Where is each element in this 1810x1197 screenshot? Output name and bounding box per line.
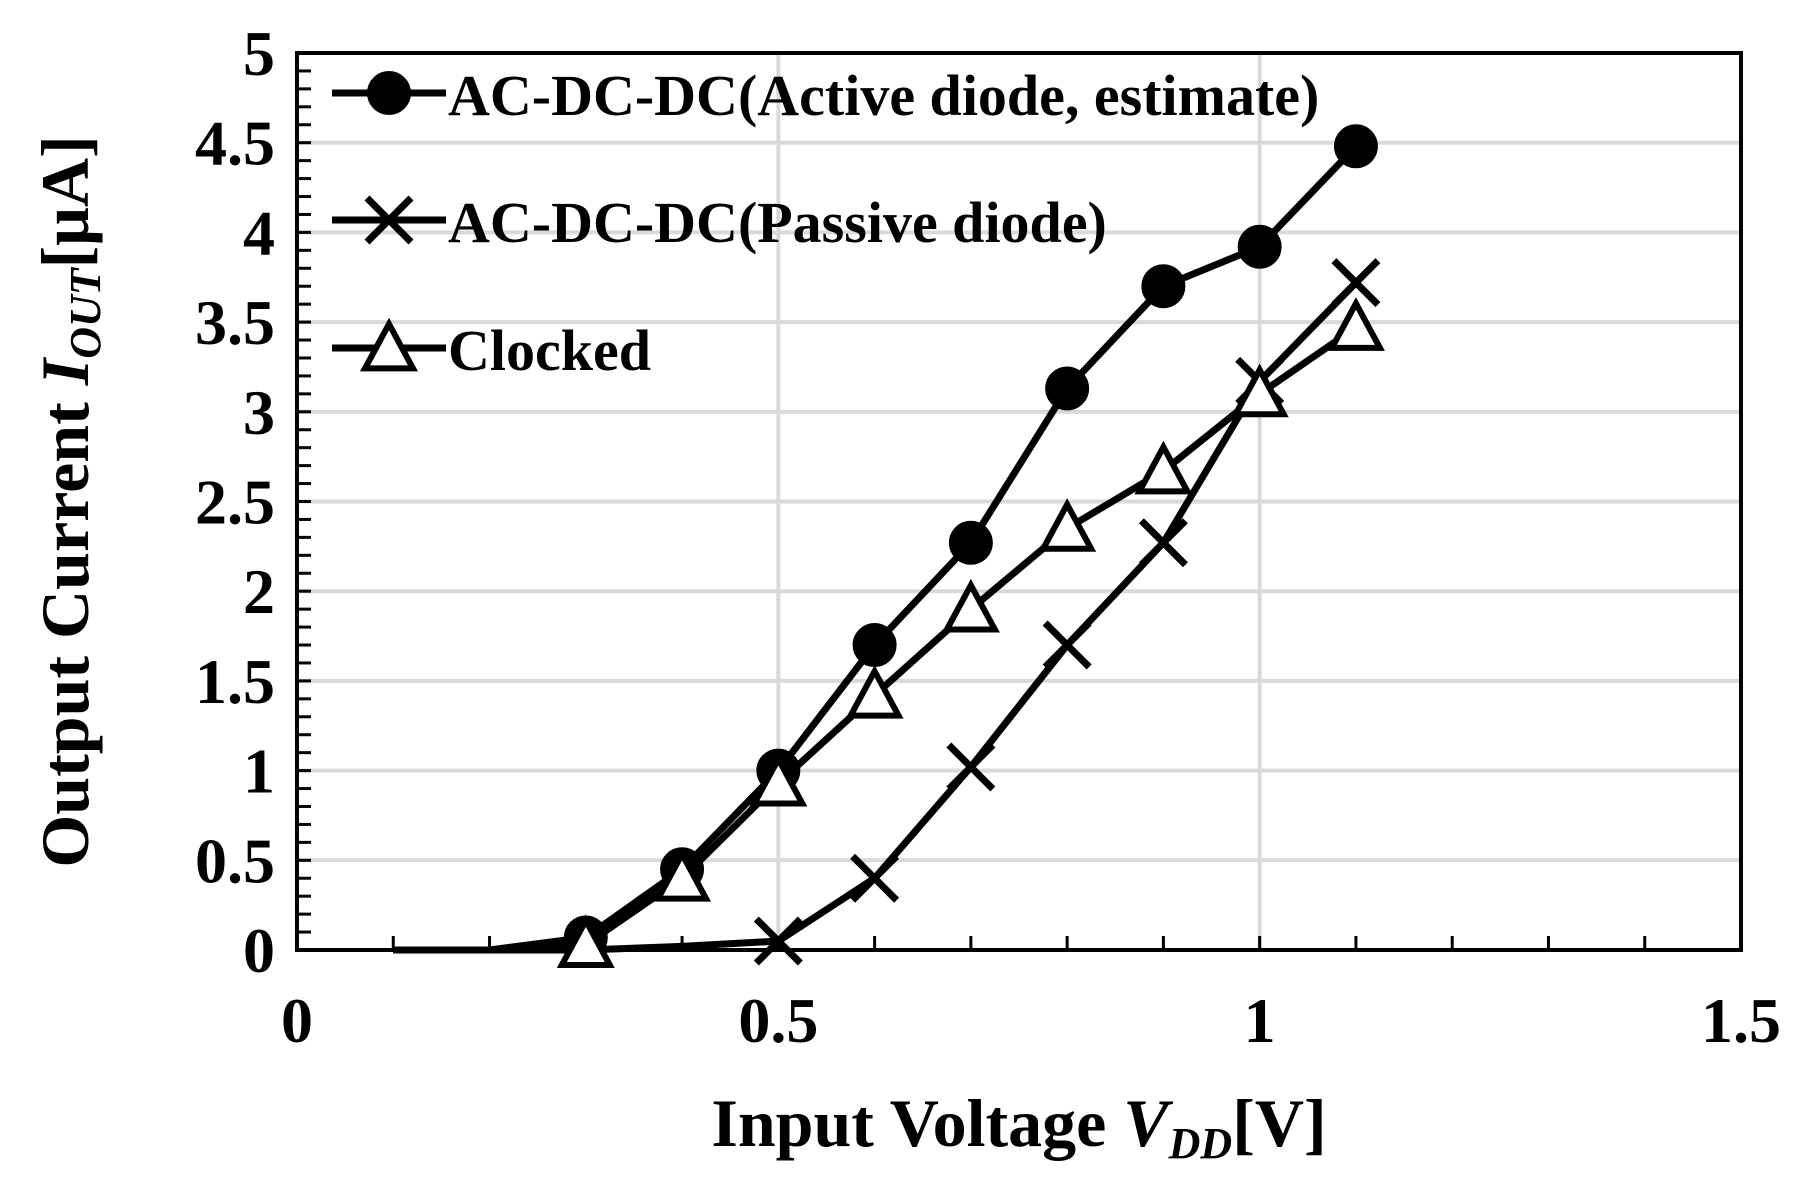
y-axis-title-unit: [μA] bbox=[27, 135, 103, 268]
y-tick-label: 2.5 bbox=[195, 467, 275, 538]
data-point-ac-dc-dc-active-diode-estimate bbox=[1045, 366, 1090, 411]
legend-label: AC-DC-DC(Active diode, estimate) bbox=[448, 63, 1319, 128]
y-tick-label: 3.5 bbox=[195, 287, 275, 358]
data-point-ac-dc-dc-active-diode-estimate bbox=[852, 623, 897, 668]
x-axis-title-main: Input Voltage bbox=[711, 1085, 1123, 1161]
legend-label: Clocked bbox=[448, 318, 651, 383]
data-point-clocked bbox=[1134, 440, 1193, 495]
legend-item-ac-dc-dc-passive-diode: AC-DC-DC(Passive diode) bbox=[332, 190, 1107, 255]
legend-item-clocked: Clocked bbox=[332, 317, 651, 383]
x-tick-label: 1 bbox=[1244, 985, 1276, 1056]
data-point-clocked bbox=[556, 914, 615, 969]
y-axis-title: Output Current IOUT[μA] bbox=[27, 135, 110, 867]
legend-marker-triangle bbox=[359, 317, 419, 372]
grid bbox=[297, 53, 1741, 950]
data-point-ac-dc-dc-passive-diode bbox=[946, 742, 996, 792]
data-point-clocked bbox=[845, 664, 904, 719]
data-point-ac-dc-dc-passive-diode bbox=[1138, 518, 1188, 568]
x-axis-title-subscript: DD bbox=[1168, 1119, 1233, 1168]
y-tick-label: 4.5 bbox=[195, 108, 275, 179]
data-point-clocked bbox=[653, 847, 712, 902]
y-tick-label: 3 bbox=[243, 377, 275, 448]
data-point-clocked bbox=[1230, 363, 1289, 418]
plot-area-frame bbox=[295, 51, 1743, 952]
data-point-clocked bbox=[1326, 297, 1385, 351]
y-tick-label: 5 bbox=[243, 18, 275, 89]
y-tick-label: 0.5 bbox=[195, 825, 275, 896]
legend: AC-DC-DC(Active diode, estimate) AC-DC-DC… bbox=[332, 63, 1319, 383]
series-line-ac-dc-dc-active-diode-estimate bbox=[393, 143, 1359, 954]
x-axis-title: Input Voltage VDD[V] bbox=[711, 1085, 1326, 1168]
tick-labels: 0 0.5 1 1.5 2 2.5 3 3.5 4 4.5 5 0 0.5 1 1.5 bbox=[195, 18, 1781, 1056]
data-point-ac-dc-dc-active-diode-estimate bbox=[1333, 124, 1378, 169]
y-tick-label: 4 bbox=[243, 197, 275, 268]
y-axis-title-subscript: OUT bbox=[61, 266, 110, 359]
y-axis-title-variable: I bbox=[27, 356, 103, 386]
legend-marker-circle bbox=[367, 71, 411, 115]
series-clocked bbox=[393, 297, 1385, 969]
legend-marker-x bbox=[364, 195, 414, 245]
series-layer bbox=[393, 124, 1385, 969]
data-point-ac-dc-dc-passive-diode bbox=[753, 916, 803, 966]
legend-label: AC-DC-DC(Passive diode) bbox=[448, 190, 1107, 255]
y-tick-label: 1.5 bbox=[195, 646, 275, 717]
data-point-clocked bbox=[941, 578, 1000, 633]
data-point-ac-dc-dc-passive-diode bbox=[850, 853, 900, 903]
y-tick-label: 2 bbox=[243, 556, 275, 627]
data-point-ac-dc-dc-active-diode-estimate bbox=[1237, 224, 1282, 269]
data-point-ac-dc-dc-passive-diode bbox=[1331, 258, 1381, 308]
y-tick-label: 1 bbox=[243, 736, 275, 807]
x-tick-label: 1.5 bbox=[1701, 985, 1781, 1056]
data-point-ac-dc-dc-passive-diode bbox=[1042, 620, 1092, 670]
x-tick-label: 0 bbox=[281, 985, 313, 1056]
legend-item-ac-dc-dc-active-diode-estimate: AC-DC-DC(Active diode, estimate) bbox=[332, 63, 1319, 128]
data-point-clocked bbox=[1038, 498, 1097, 552]
data-point-ac-dc-dc-active-diode-estimate bbox=[1141, 264, 1186, 309]
x-tick-label: 0.5 bbox=[738, 985, 818, 1056]
x-axis-title-unit: [V] bbox=[1232, 1085, 1326, 1161]
y-tick-label: 0 bbox=[243, 915, 275, 986]
data-point-ac-dc-dc-active-diode-estimate bbox=[948, 520, 993, 565]
x-axis-title-variable: V bbox=[1123, 1085, 1173, 1161]
data-point-clocked bbox=[749, 752, 808, 807]
y-axis-title-main: Output Current bbox=[27, 385, 103, 867]
